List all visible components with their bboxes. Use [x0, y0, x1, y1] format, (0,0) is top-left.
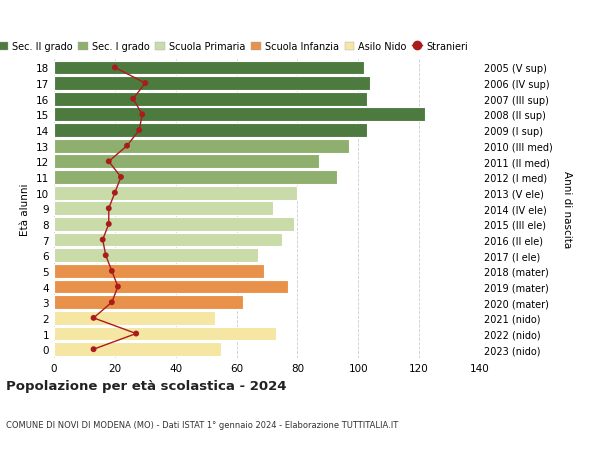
- Bar: [54, 202, 273, 216]
- Point: [122, 143, 132, 150]
- Point: [89, 346, 98, 353]
- Point: [104, 221, 113, 228]
- Bar: [54, 108, 425, 122]
- Bar: [54, 171, 337, 185]
- Text: COMUNE DI NOVI DI MODENA (MO) - Dati ISTAT 1° gennaio 2024 - Elaborazione TUTTIT: COMUNE DI NOVI DI MODENA (MO) - Dati IST…: [6, 420, 398, 429]
- Point: [89, 314, 98, 322]
- Point: [134, 127, 144, 134]
- Bar: [54, 311, 215, 325]
- Bar: [54, 342, 221, 356]
- Bar: [54, 62, 364, 75]
- Bar: [54, 280, 288, 294]
- Point: [131, 330, 141, 337]
- Bar: [54, 93, 367, 106]
- Point: [110, 190, 119, 197]
- Point: [107, 299, 116, 306]
- Bar: [54, 186, 298, 200]
- Point: [116, 174, 126, 181]
- Point: [128, 96, 138, 103]
- Bar: [54, 218, 295, 231]
- Bar: [54, 327, 276, 341]
- Point: [110, 65, 119, 72]
- Bar: [54, 140, 349, 153]
- Point: [140, 80, 150, 88]
- Point: [104, 205, 113, 213]
- Legend: Sec. II grado, Sec. I grado, Scuola Primaria, Scuola Infanzia, Asilo Nido, Stran: Sec. II grado, Sec. I grado, Scuola Prim…: [0, 42, 468, 52]
- Bar: [54, 77, 370, 91]
- Point: [113, 283, 123, 291]
- Bar: [54, 264, 264, 278]
- Bar: [54, 124, 367, 138]
- Bar: [54, 249, 258, 263]
- Y-axis label: Anni di nascita: Anni di nascita: [562, 170, 572, 247]
- Text: Popolazione per età scolastica - 2024: Popolazione per età scolastica - 2024: [6, 380, 287, 392]
- Point: [137, 112, 147, 119]
- Point: [107, 268, 116, 275]
- Bar: [54, 233, 282, 247]
- Point: [104, 158, 113, 166]
- Point: [98, 236, 107, 244]
- Bar: [54, 296, 242, 309]
- Y-axis label: Età alunni: Età alunni: [20, 183, 31, 235]
- Bar: [54, 155, 319, 169]
- Point: [101, 252, 110, 259]
